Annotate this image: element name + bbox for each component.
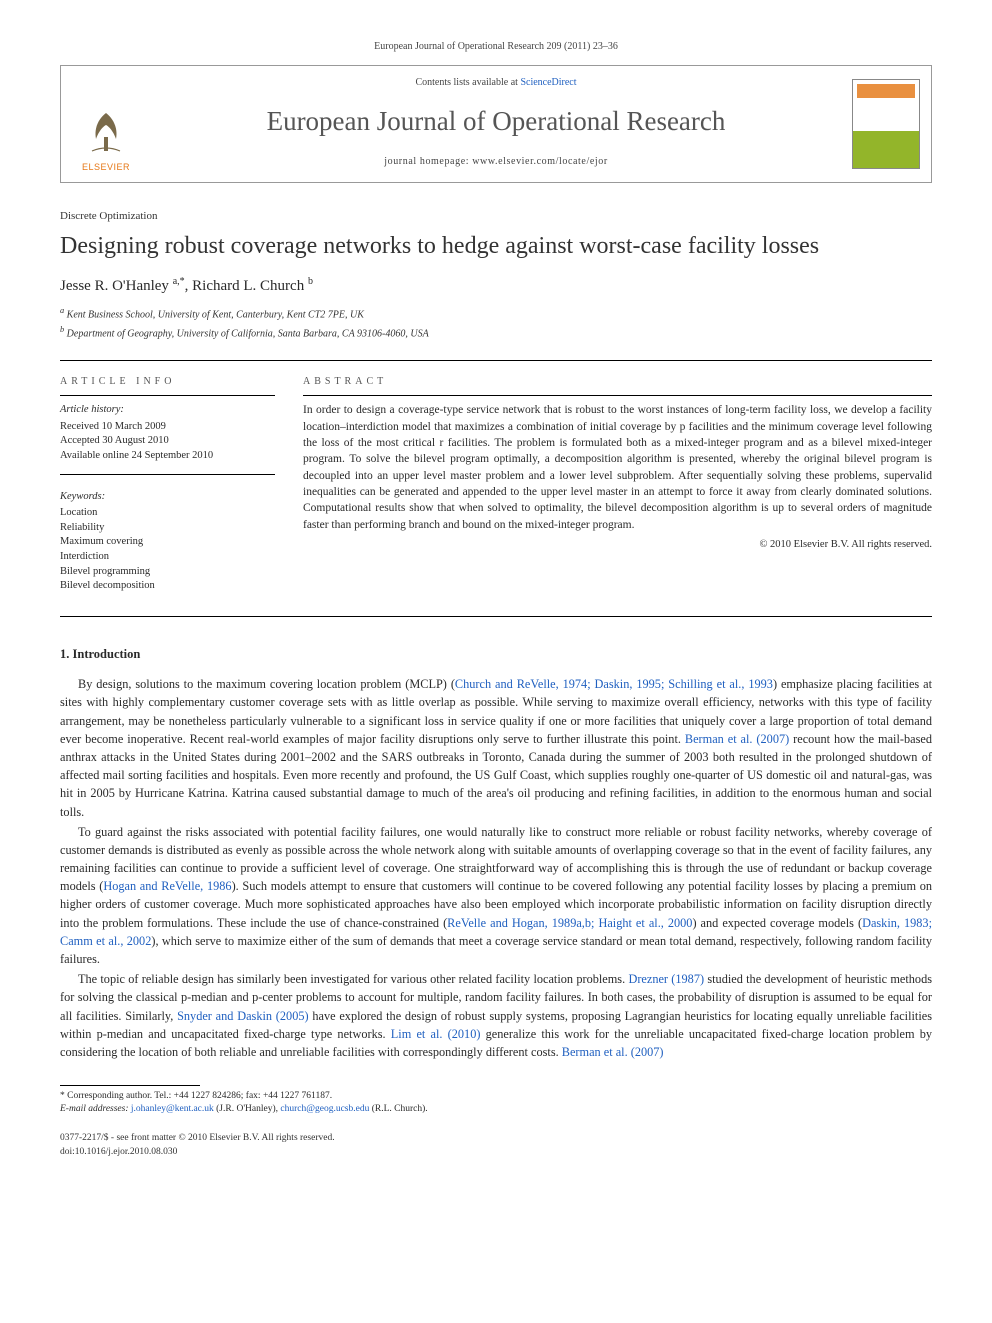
keyword-6: Bilevel decomposition — [60, 579, 275, 594]
info-rule — [60, 395, 275, 396]
sciencedirect-link[interactable]: ScienceDirect — [520, 77, 576, 88]
citation-line: European Journal of Operational Research… — [60, 40, 932, 55]
homepage-prefix: journal homepage: — [384, 156, 472, 167]
article-title: Designing robust coverage networks to he… — [60, 231, 932, 261]
email-1-who: (J.R. O'Hanley), — [216, 1104, 278, 1114]
contents-available-line: Contents lists available at ScienceDirec… — [161, 76, 831, 91]
author-2: Richard L. Church b — [192, 278, 313, 294]
author-2-name: Richard L. Church — [192, 278, 304, 294]
authors-line: Jesse R. O'Hanley a,*, Richard L. Church… — [60, 275, 932, 298]
bottom-block: 0377-2217/$ - see front matter © 2010 El… — [60, 1132, 932, 1160]
article-info-column: ARTICLE INFO Article history: Received 1… — [60, 375, 275, 594]
history-online: Available online 24 September 2010 — [60, 449, 275, 464]
rule-top — [60, 360, 932, 361]
corresponding-author-footnote: * Corresponding author. Tel.: +44 1227 8… — [60, 1090, 932, 1116]
affiliation-a: a Kent Business School, University of Ke… — [60, 305, 932, 323]
history-accepted: Accepted 30 August 2010 — [60, 434, 275, 449]
rule-after-abstract — [60, 616, 932, 617]
abstract-heading: ABSTRACT — [303, 375, 932, 390]
doi-line: doi:10.1016/j.ejor.2010.08.030 — [60, 1146, 932, 1160]
article-section-tag: Discrete Optimization — [60, 209, 932, 225]
affiliation-b: b Department of Geography, University of… — [60, 324, 932, 342]
keyword-2: Reliability — [60, 521, 275, 536]
publisher-name: ELSEVIER — [82, 161, 130, 174]
elsevier-tree-icon — [84, 107, 128, 157]
keyword-4: Interdiction — [60, 550, 275, 565]
abstract-body: In order to design a coverage-type servi… — [303, 402, 932, 533]
affiliation-a-text: Kent Business School, University of Kent… — [67, 310, 364, 321]
abstract-rule — [303, 395, 932, 396]
affiliation-b-text: Department of Geography, University of C… — [67, 328, 429, 339]
info-rule-2 — [60, 474, 275, 475]
author-1: Jesse R. O'Hanley a,* — [60, 278, 185, 294]
history-heading: Article history: — [60, 402, 275, 417]
contents-prefix: Contents lists available at — [415, 77, 520, 88]
footnote-rule — [60, 1085, 200, 1086]
email-2-who: (R.L. Church). — [372, 1104, 428, 1114]
email-1-link[interactable]: j.ohanley@kent.ac.uk — [131, 1104, 214, 1114]
history-received: Received 10 March 2009 — [60, 420, 275, 435]
publisher-logo-cell: ELSEVIER — [61, 66, 151, 182]
email-line: E-mail addresses: j.ohanley@kent.ac.uk (… — [60, 1103, 932, 1116]
affiliations: a Kent Business School, University of Ke… — [60, 305, 932, 342]
journal-header: ELSEVIER Contents lists available at Sci… — [60, 65, 932, 183]
journal-homepage-line: journal homepage: www.elsevier.com/locat… — [161, 155, 831, 170]
info-abstract-row: ARTICLE INFO Article history: Received 1… — [60, 375, 932, 594]
author-1-name: Jesse R. O'Hanley — [60, 278, 169, 294]
keyword-1: Location — [60, 506, 275, 521]
keyword-3: Maximum covering — [60, 535, 275, 550]
journal-cover-thumbnail — [852, 79, 920, 169]
article-info-heading: ARTICLE INFO — [60, 375, 275, 390]
author-2-markers: b — [308, 276, 313, 287]
keywords-heading: Keywords: — [60, 489, 275, 504]
section-1-heading: 1. Introduction — [60, 645, 932, 663]
affiliation-b-marker: b — [60, 325, 64, 334]
author-1-markers: a,* — [173, 276, 185, 287]
abstract-column: ABSTRACT In order to design a coverage-t… — [303, 375, 932, 594]
intro-para-3: The topic of reliable design has similar… — [60, 970, 932, 1061]
affiliation-a-marker: a — [60, 306, 64, 315]
abstract-copyright: © 2010 Elsevier B.V. All rights reserved… — [303, 537, 932, 552]
homepage-url: www.elsevier.com/locate/ejor — [472, 156, 608, 167]
header-center: Contents lists available at ScienceDirec… — [151, 66, 841, 182]
keyword-5: Bilevel programming — [60, 565, 275, 580]
email-label: E-mail addresses: — [60, 1104, 129, 1114]
intro-para-1: By design, solutions to the maximum cove… — [60, 675, 932, 821]
issn-line: 0377-2217/$ - see front matter © 2010 El… — [60, 1132, 932, 1146]
intro-para-2: To guard against the risks associated wi… — [60, 823, 932, 969]
journal-name: European Journal of Operational Research — [161, 102, 831, 141]
corr-author-line: * Corresponding author. Tel.: +44 1227 8… — [60, 1090, 932, 1103]
journal-cover-cell — [841, 66, 931, 182]
email-2-link[interactable]: church@geog.ucsb.edu — [280, 1104, 369, 1114]
